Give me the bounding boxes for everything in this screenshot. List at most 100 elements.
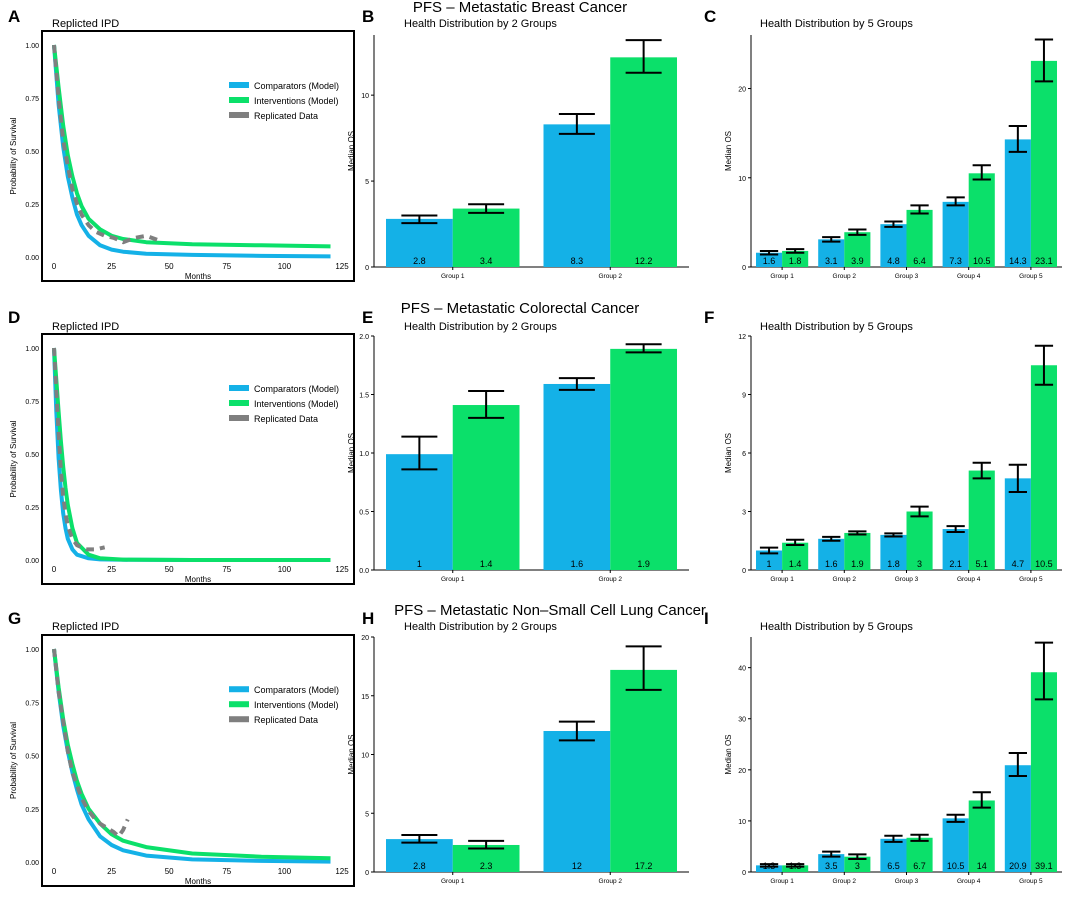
bar-value-label: 7.3 — [949, 256, 962, 266]
series-line-comparators-model- — [52, 648, 331, 864]
bar-value-label: 1.6 — [571, 559, 584, 569]
x-tick-label: Group 3 — [895, 273, 919, 280]
y-tick-label: 0.0 — [359, 568, 369, 575]
y-tick-label: 10 — [361, 93, 369, 100]
bar — [543, 124, 611, 267]
x-axis-label: Months — [185, 272, 211, 281]
y-tick-label: 0.25 — [25, 505, 39, 512]
x-tick-label: Group 1 — [770, 273, 794, 280]
bar — [844, 532, 871, 570]
panel-title: Health Distribution by 5 Groups — [760, 621, 913, 633]
panel-label: C — [704, 7, 716, 26]
y-axis-label: Probability of Survival — [9, 117, 18, 194]
x-tick-label: 50 — [165, 262, 174, 271]
y-tick-label: 0.00 — [25, 860, 39, 867]
bar — [386, 454, 453, 570]
bar-value-label: 1.3 — [789, 861, 802, 871]
bar-value-label: 3.1 — [825, 256, 838, 266]
y-tick-label: 0 — [742, 870, 746, 877]
bar — [610, 669, 677, 872]
x-tick-label: Group 2 — [599, 878, 623, 885]
series-line-replicated-data — [52, 347, 106, 552]
bar — [782, 542, 809, 570]
x-axis-label: Months — [185, 575, 211, 584]
x-tick-label: Group 1 — [770, 576, 794, 583]
plot-frame — [41, 333, 355, 585]
series-line-interventions-model- — [52, 648, 331, 861]
series-line-comparators-model- — [52, 347, 331, 562]
legend-swatch — [229, 701, 249, 708]
y-tick-label: 6 — [742, 451, 746, 458]
bar-value-label: 4.8 — [887, 256, 900, 266]
y-axis-label: Probability of Survival — [9, 722, 18, 799]
x-tick-label: 0 — [52, 565, 57, 574]
bar — [756, 865, 783, 872]
bar-value-label: 2.8 — [413, 256, 426, 266]
x-tick-label: 25 — [107, 867, 116, 876]
bar — [543, 731, 611, 872]
x-tick-label: 50 — [165, 867, 174, 876]
panel-title: Health Distribution by 2 Groups — [404, 321, 557, 333]
plot-frame — [41, 634, 355, 887]
row-title-breast: PFS – Metastatic Breast Cancer — [413, 0, 627, 16]
y-tick-label: 1.00 — [25, 346, 39, 353]
y-tick-label: 20 — [738, 87, 746, 94]
y-tick-label: 0.5 — [359, 510, 369, 517]
legend-label: Replicated Data — [254, 414, 318, 424]
legend-swatch — [229, 97, 249, 103]
bar-value-label: 1.8 — [789, 256, 802, 266]
legend-swatch — [229, 415, 249, 421]
bar-value-label: 23.1 — [1035, 256, 1053, 266]
y-axis-label: Median OS — [724, 131, 733, 171]
panel-title: Replicted IPD — [52, 621, 119, 633]
x-tick-label: Group 3 — [895, 576, 919, 583]
bar — [452, 208, 520, 267]
bar-value-label: 3 — [855, 861, 860, 871]
panel-label: F — [704, 308, 714, 327]
x-tick-label: Group 5 — [1019, 273, 1043, 280]
y-tick-label: 0 — [365, 870, 369, 877]
bar — [906, 511, 933, 570]
bar-value-label: 6.4 — [913, 256, 926, 266]
bar-value-label: 1.9 — [637, 559, 650, 569]
x-tick-label: Group 3 — [895, 878, 919, 885]
y-tick-label: 0 — [365, 265, 369, 272]
y-axis-label: Median OS — [347, 131, 356, 171]
y-axis-label: Median OS — [347, 734, 356, 774]
bar — [1030, 365, 1057, 570]
legend-swatch — [229, 112, 249, 118]
legend-swatch — [229, 400, 249, 406]
panel-title: Health Distribution by 2 Groups — [404, 621, 557, 633]
legend-label: Interventions (Model) — [254, 700, 339, 710]
row-title-colorectal: PFS – Metastatic Colorectal Cancer — [401, 300, 639, 317]
x-tick-label: Group 4 — [957, 576, 981, 583]
bar — [880, 534, 907, 570]
x-tick-label: 100 — [278, 262, 292, 271]
x-tick-label: 125 — [335, 867, 349, 876]
row-title-nsclc: PFS – Metastatic Non–Small Cell Lung Can… — [394, 602, 706, 619]
panel-d: D Replicted IPD 0.00 0.25 0.50 0.75 1.00 0 25 50 7… — [8, 308, 355, 585]
panel-label: B — [362, 7, 374, 26]
y-tick-label: 30 — [738, 717, 746, 724]
series-line-replicated-data — [52, 44, 159, 245]
y-tick-label: 1.0 — [359, 451, 369, 458]
bar — [756, 550, 783, 570]
x-tick-label: 100 — [278, 565, 292, 574]
legend-label: Interventions (Model) — [254, 96, 339, 106]
bar-value-label: 10.5 — [947, 861, 965, 871]
x-tick-label: Group 1 — [441, 878, 465, 885]
x-tick-label: Group 1 — [770, 878, 794, 885]
panel-label: A — [8, 7, 20, 26]
bar-value-label: 1.6 — [763, 256, 776, 266]
panel-a: A Replicted IPD 0.00 0.25 0.50 0.75 1.00 0 25 50 7… — [8, 7, 355, 282]
bar — [906, 837, 933, 872]
y-tick-label: 0.25 — [25, 202, 39, 209]
x-tick-label: 75 — [222, 867, 231, 876]
y-tick-label: 12 — [738, 334, 746, 341]
bar-value-label: 10.5 — [1035, 559, 1053, 569]
x-tick-label: Group 2 — [599, 273, 623, 280]
y-tick-label: 0.00 — [25, 255, 39, 262]
y-tick-label: 0.75 — [25, 399, 39, 406]
legend-swatch — [229, 385, 249, 391]
